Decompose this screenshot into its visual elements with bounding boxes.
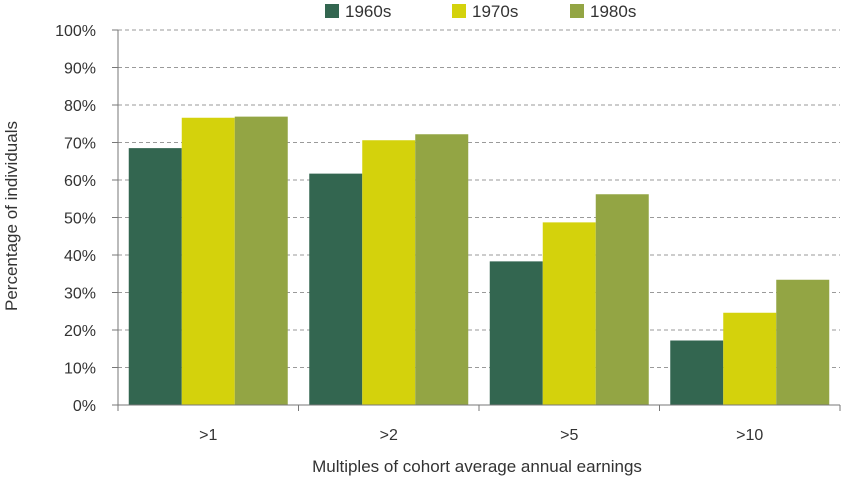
bar-1970s-2 — [542, 222, 596, 405]
x-tick-label: >1 — [199, 427, 217, 444]
y-tick-label: 70% — [64, 136, 96, 153]
x-axis-ticks: >1 >2 >5 >10 — [117, 405, 841, 444]
legend-swatch — [452, 4, 466, 18]
y-tick-label: 0% — [73, 398, 96, 415]
y-tick-label: 10% — [64, 361, 96, 378]
y-axis-ticks: 0% 10% 20% 30% 40% 50% 60% 70% 80% 90% 100% — [55, 23, 118, 415]
legend-item-1980s: 1980s — [570, 2, 636, 21]
y-tick-label: 50% — [64, 211, 96, 228]
bar-1970s-1 — [362, 140, 416, 405]
x-tick-label: >5 — [560, 427, 578, 444]
legend-label: 1970s — [472, 2, 518, 21]
bar-1980s-3 — [776, 279, 830, 405]
legend: 1960s 1970s 1980s — [325, 2, 636, 21]
y-axis-title: Percentage of individuals — [2, 121, 21, 311]
bar-1960s-2 — [489, 261, 543, 405]
y-tick-label: 90% — [64, 61, 96, 78]
legend-swatch — [570, 4, 584, 18]
bar-1980s-1 — [415, 134, 469, 405]
legend-swatch — [325, 4, 339, 18]
bar-1980s-2 — [595, 194, 649, 405]
x-tick-label: >2 — [380, 427, 398, 444]
legend-label: 1960s — [345, 2, 391, 21]
bar-1970s-3 — [723, 312, 777, 405]
legend-label: 1980s — [590, 2, 636, 21]
bar-1960s-1 — [309, 173, 363, 405]
y-tick-label: 40% — [64, 248, 96, 265]
legend-item-1970s: 1970s — [452, 2, 518, 21]
y-tick-label: 20% — [64, 323, 96, 340]
y-tick-label: 80% — [64, 98, 96, 115]
x-axis-title: Multiples of cohort average annual earni… — [312, 457, 642, 476]
bars — [128, 116, 830, 405]
y-tick-label: 30% — [64, 286, 96, 303]
y-tick-label: 100% — [55, 23, 96, 40]
bar-1970s-0 — [181, 117, 235, 405]
x-tick-label: >10 — [736, 427, 763, 444]
y-tick-label: 60% — [64, 173, 96, 190]
legend-item-1960s: 1960s — [325, 2, 391, 21]
bar-1960s-3 — [670, 340, 724, 405]
bar-1960s-0 — [128, 148, 182, 405]
bar-1980s-0 — [234, 116, 288, 405]
